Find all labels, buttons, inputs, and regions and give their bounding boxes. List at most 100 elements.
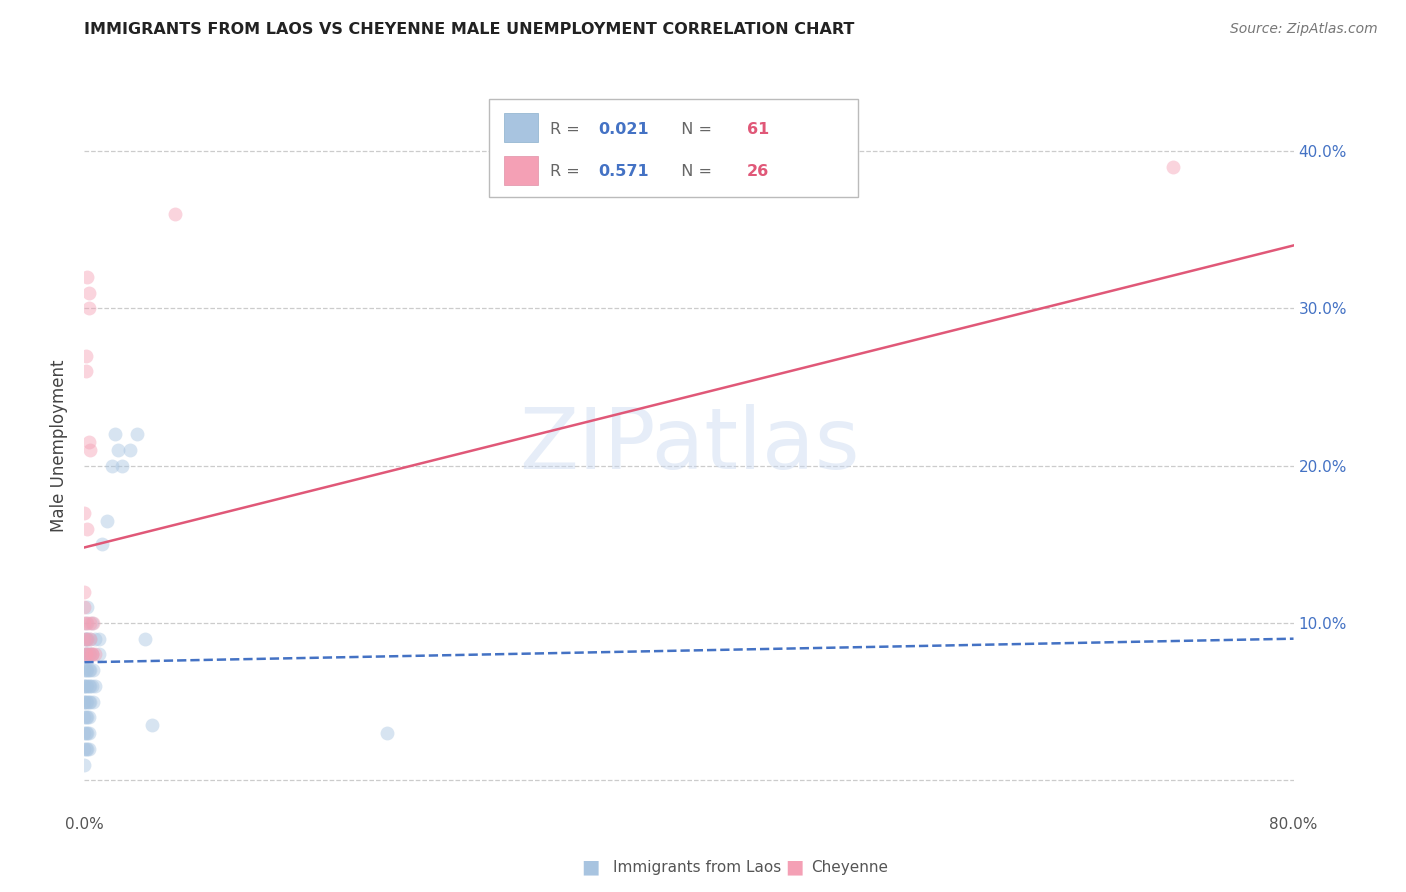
Text: R =: R = [550,164,585,179]
Point [73,600,96,615]
Point [141,718,163,732]
Point [79,632,101,646]
Point [84,632,107,646]
Point [73,679,96,693]
Point [89,648,111,662]
Point [73,695,96,709]
Point [1161,160,1184,174]
Point [79,632,101,646]
Point [75,648,97,662]
Point [104,427,127,442]
Point [107,442,129,457]
Point [79,663,101,677]
Text: 0.021: 0.021 [599,122,650,136]
FancyBboxPatch shape [489,99,858,197]
Text: Source: ZipAtlas.com: Source: ZipAtlas.com [1230,22,1378,37]
Text: N =: N = [671,164,717,179]
Point [77,648,100,662]
Point [76,648,98,662]
Text: 61: 61 [747,122,769,136]
Point [75,364,97,378]
Point [75,741,97,756]
Point [80,679,103,693]
Point [79,442,101,457]
Point [77,435,100,450]
Point [73,726,96,740]
Point [84,648,107,662]
Point [73,648,96,662]
Point [165,207,187,221]
Point [76,269,98,284]
Text: N =: N = [671,122,717,136]
Point [77,679,100,693]
Point [79,615,101,630]
Point [75,663,97,677]
Point [73,663,96,677]
Point [76,600,98,615]
Text: IMMIGRANTS FROM LAOS VS CHEYENNE MALE UNEMPLOYMENT CORRELATION CHART: IMMIGRANTS FROM LAOS VS CHEYENNE MALE UN… [84,22,855,37]
Point [76,663,98,677]
Point [375,726,398,740]
Point [75,632,97,646]
Point [75,679,97,693]
Point [77,648,100,662]
Point [73,506,96,520]
Point [82,663,104,677]
Point [73,741,96,756]
Point [75,648,97,662]
Text: R =: R = [550,122,585,136]
Point [79,695,101,709]
Point [91,537,114,551]
Text: 0.571: 0.571 [599,164,650,179]
Point [76,632,98,646]
Text: 26: 26 [747,164,769,179]
Y-axis label: Male Unemployment: Male Unemployment [51,359,69,533]
Text: ZIPatlas: ZIPatlas [519,404,859,488]
Point [111,458,134,473]
Point [77,695,100,709]
Point [75,695,97,709]
Point [77,726,100,740]
Point [118,442,141,457]
Point [79,679,101,693]
Point [73,679,96,693]
Point [82,695,104,709]
Point [75,615,97,630]
Point [75,726,97,740]
Point [77,710,100,724]
FancyBboxPatch shape [503,155,538,185]
Point [80,648,103,662]
Point [75,710,97,724]
Point [76,741,98,756]
Point [79,648,101,662]
Point [73,632,96,646]
Point [77,285,100,300]
Point [76,615,98,630]
Point [75,648,97,662]
Point [100,458,122,473]
Point [80,648,103,662]
Point [134,632,156,646]
FancyBboxPatch shape [503,113,538,143]
Point [75,632,97,646]
Point [73,695,96,709]
Point [80,615,103,630]
Point [96,514,118,528]
Point [73,757,96,772]
Text: Cheyenne: Cheyenne [811,860,889,874]
Point [89,632,111,646]
Text: ■: ■ [581,857,600,877]
Point [82,615,104,630]
Point [77,663,100,677]
Text: ■: ■ [785,857,804,877]
Point [84,679,107,693]
Point [76,679,98,693]
Point [73,710,96,724]
Point [76,726,98,740]
Point [76,710,98,724]
Point [76,522,98,536]
Point [77,741,100,756]
Point [80,648,103,662]
Point [127,427,149,442]
Point [76,695,98,709]
